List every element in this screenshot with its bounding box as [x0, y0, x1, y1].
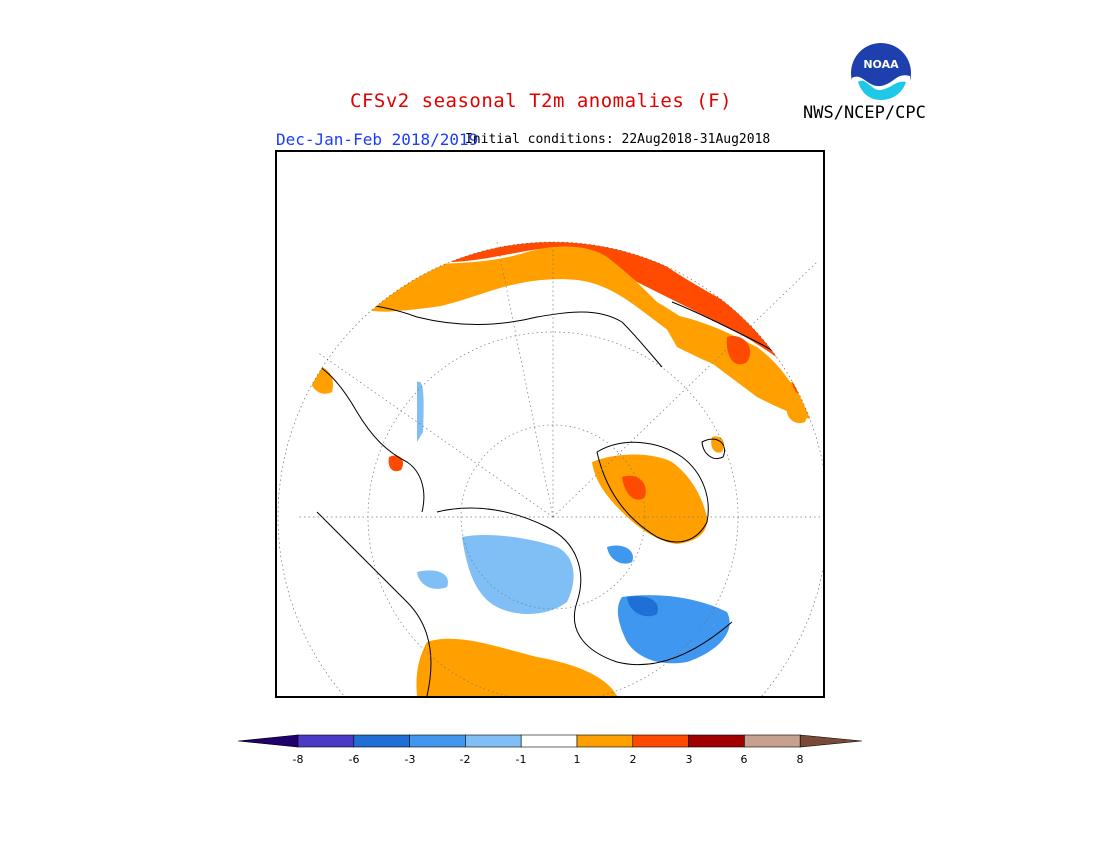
- legend-bin-9: [744, 734, 801, 748]
- season-label: Dec-Jan-Feb 2018/2019: [276, 130, 479, 149]
- anomaly-us-region: [416, 638, 617, 696]
- noaa-logo: NOAA: [850, 42, 912, 104]
- map-title: CFSv2 seasonal T2m anomalies (F): [350, 90, 733, 112]
- legend-bin-1: [297, 734, 355, 748]
- anomaly-europe-region: [657, 312, 797, 392]
- legend-bin-4: [465, 734, 522, 748]
- anomaly-canada-blue-region: [462, 535, 574, 614]
- initial-conditions-label: Initial conditions: 22Aug2018-31Aug2018: [465, 132, 771, 147]
- legend-bin-2: [353, 734, 410, 748]
- legend-tick: -8: [292, 753, 304, 766]
- legend-bin-7: [632, 734, 689, 748]
- legend-bin-8: [688, 734, 745, 748]
- polar-map: [275, 150, 825, 698]
- legend-tick: -1: [515, 753, 527, 766]
- legend-bin-3: [409, 734, 466, 748]
- legend-tick: -2: [459, 753, 471, 766]
- legend-tick: -6: [348, 753, 360, 766]
- legend-bin-5: [520, 734, 578, 748]
- logo-text: NOAA: [863, 58, 899, 71]
- legend-tick: -3: [404, 753, 416, 766]
- graticule: [297, 241, 823, 696]
- anomaly-2-region: [297, 246, 823, 422]
- legend-tick: 6: [740, 753, 748, 766]
- legend-tick: 3: [685, 753, 693, 766]
- legend-tick: 2: [629, 753, 637, 766]
- legend-tick: 8: [796, 753, 804, 766]
- legend-tick: 1: [573, 753, 581, 766]
- legend-bin-0: [238, 734, 299, 748]
- agency-label: NWS/NCEP/CPC: [803, 103, 926, 123]
- map-canvas: [277, 241, 823, 696]
- anomaly-greenland-region: [592, 454, 708, 544]
- legend-bin-6: [576, 734, 634, 748]
- legend-bin-10: [799, 734, 862, 748]
- legend-colorbar: [238, 734, 862, 748]
